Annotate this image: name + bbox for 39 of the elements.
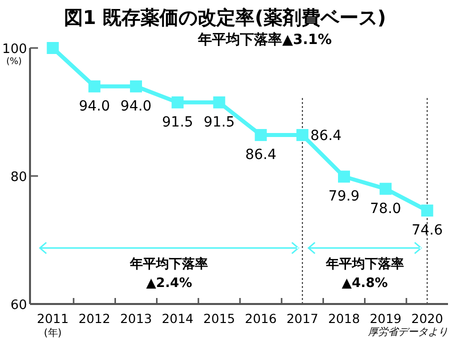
x-tick-label: 2016 bbox=[244, 311, 277, 326]
chart-subtitle: 年平均下落率▲3.1% bbox=[197, 31, 332, 48]
x-tick-label: 2019 bbox=[370, 311, 402, 326]
data-label: 78.0 bbox=[370, 200, 402, 217]
data-label: 91.5 bbox=[162, 114, 194, 130]
point bbox=[172, 96, 184, 108]
point bbox=[421, 204, 434, 217]
y-tick-label: 80 bbox=[10, 170, 27, 185]
point bbox=[380, 182, 392, 195]
y-tick-label: 100 bbox=[2, 42, 27, 57]
point bbox=[338, 170, 350, 183]
data-label: 79.9 bbox=[328, 188, 360, 205]
point bbox=[254, 129, 267, 142]
point bbox=[296, 129, 308, 142]
data-label: 94.0 bbox=[78, 98, 110, 114]
x-tick-label: 2012 bbox=[78, 311, 110, 326]
data-label: 74.6 bbox=[412, 222, 443, 239]
x-tick-label: 2015 bbox=[203, 311, 236, 326]
data-label: 86.4 bbox=[310, 128, 342, 144]
x-tick-label: 2017 bbox=[286, 311, 318, 326]
x-tick-label: 2011 bbox=[36, 311, 69, 326]
x-axis-title: (年) bbox=[44, 327, 62, 338]
x-tick-label: 2013 bbox=[120, 311, 152, 326]
y-tick-label: 60 bbox=[10, 298, 27, 313]
point bbox=[88, 80, 100, 92]
text: 厚労省データより bbox=[368, 326, 448, 338]
annotation: 年平均下落率 ▲2.4% bbox=[129, 256, 208, 291]
annotation: 年平均下落率 ▲4.8% bbox=[324, 256, 404, 291]
data-label: 86.4 bbox=[245, 147, 276, 164]
data-label: 94.0 bbox=[120, 98, 152, 114]
x-tick-label: 2014 bbox=[162, 311, 194, 326]
point bbox=[46, 42, 59, 54]
x-tick-label: 2020 bbox=[411, 311, 444, 326]
data-label: 91.5 bbox=[204, 114, 235, 130]
chart-title: 図1 既存薬価の改定率(薬剤費ベース) bbox=[64, 7, 386, 29]
point bbox=[130, 80, 142, 92]
x-tick-label: 2018 bbox=[328, 311, 360, 326]
point bbox=[213, 96, 226, 108]
y-axis-title: (%) bbox=[6, 57, 22, 67]
